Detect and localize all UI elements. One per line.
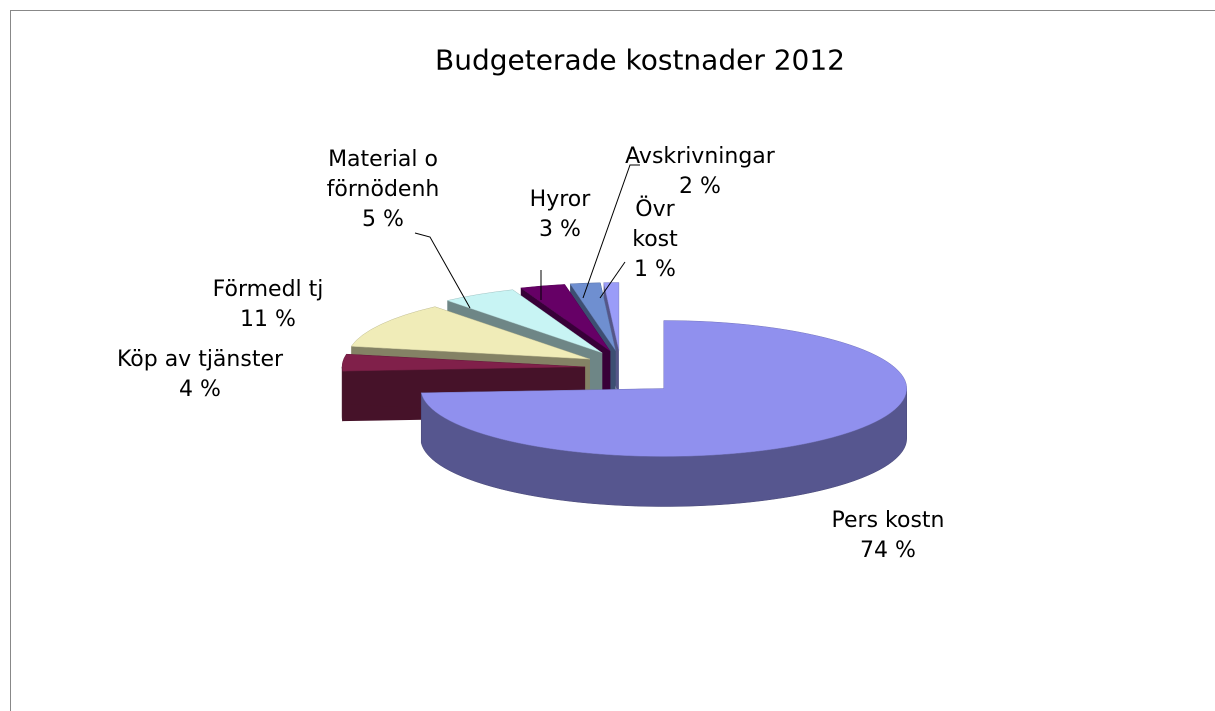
- frame: [10, 10, 1215, 711]
- category-label: Material o förnödenh: [326, 147, 440, 202]
- leader-line: [582, 164, 640, 299]
- category-label: Förmedl tj: [212, 277, 324, 302]
- slice: [520, 284, 611, 352]
- leader-line: [599, 261, 626, 299]
- slice-label: Övr kost 1 %: [625, 195, 685, 285]
- value-label: 2 %: [679, 174, 721, 199]
- slice: [446, 289, 603, 354]
- slice: [350, 306, 590, 360]
- slice-label: Material o förnödenh 5 %: [308, 145, 458, 235]
- slice: [420, 320, 907, 457]
- slice-label: Förmedl tj 11 %: [178, 275, 358, 335]
- category-label: Avskrivningar: [625, 144, 775, 169]
- category-label: Övr kost: [632, 197, 678, 252]
- category-label: Hyror: [529, 187, 591, 212]
- slice: [341, 353, 586, 372]
- slice-label: Pers kostn 74 %: [788, 506, 988, 566]
- value-label: 4 %: [179, 377, 221, 402]
- value-label: 74 %: [860, 538, 916, 563]
- leader-line: [414, 232, 471, 309]
- chart-title: Budgeterade kostnader 2012: [435, 43, 845, 77]
- slice-label: Hyror 3 %: [515, 185, 605, 245]
- category-label: Köp av tjänster: [116, 347, 284, 372]
- value-label: 3 %: [539, 217, 581, 242]
- value-label: 1 %: [634, 257, 676, 282]
- slice-label: Avskrivningar 2 %: [625, 142, 775, 202]
- slice-label: Köp av tjänster 4 %: [90, 345, 310, 405]
- slice: [569, 282, 616, 351]
- category-label: Pers kostn: [831, 508, 945, 533]
- value-label: 5 %: [362, 207, 404, 232]
- value-label: 11 %: [240, 307, 296, 332]
